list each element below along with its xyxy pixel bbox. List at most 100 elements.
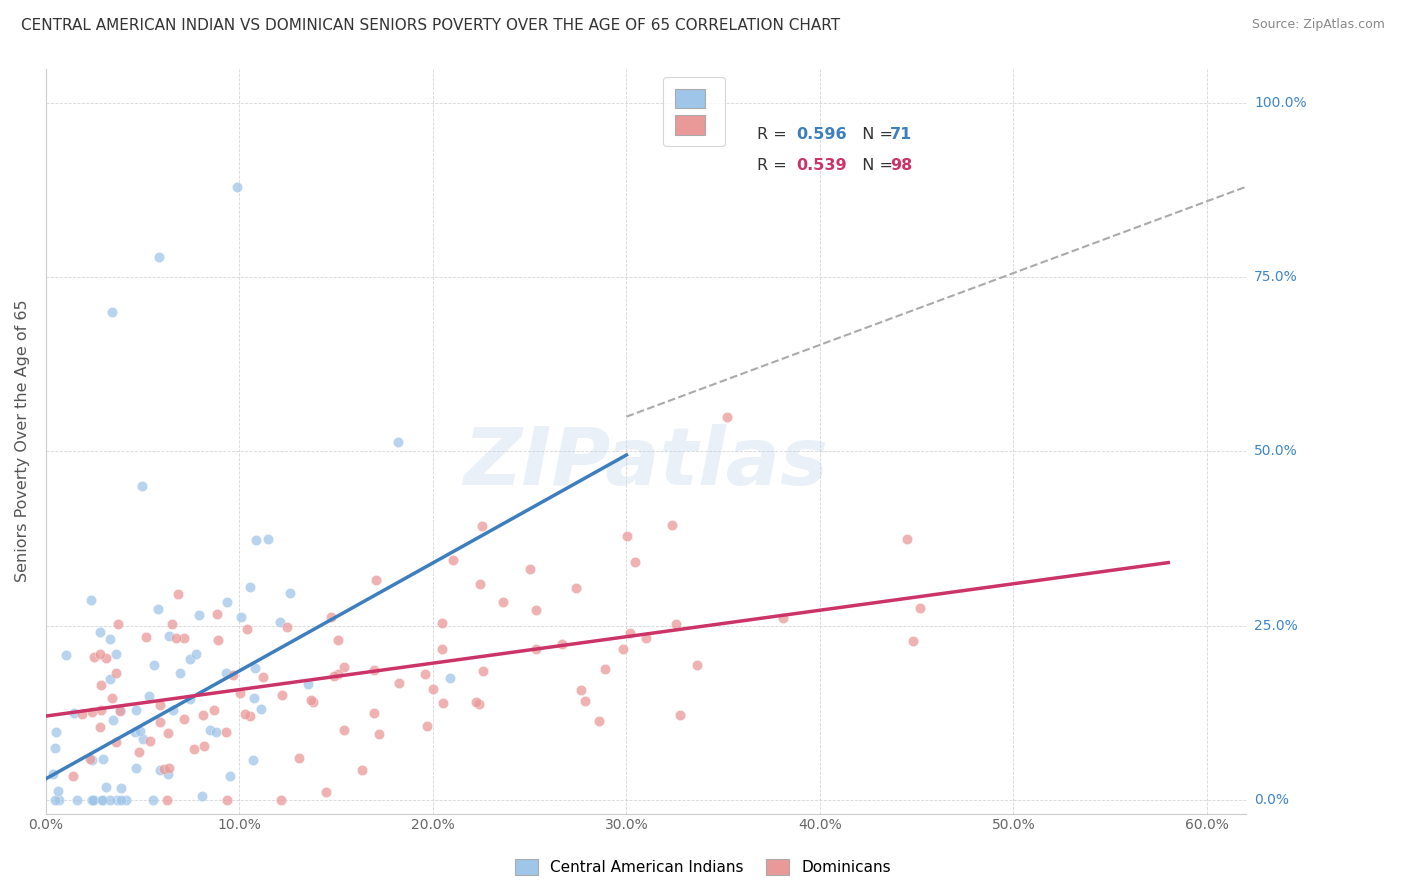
Point bbox=[519, 562, 541, 576]
Point bbox=[332, 723, 354, 737]
Point bbox=[280, 585, 302, 599]
Point bbox=[612, 641, 634, 656]
Point bbox=[98, 673, 121, 687]
Point bbox=[101, 691, 124, 706]
Point bbox=[80, 792, 103, 806]
Point bbox=[413, 667, 436, 681]
Point bbox=[70, 707, 93, 722]
Point bbox=[245, 533, 267, 547]
Point bbox=[574, 693, 596, 707]
Point bbox=[83, 649, 105, 664]
Text: Source: ZipAtlas.com: Source: ZipAtlas.com bbox=[1251, 18, 1385, 31]
Point bbox=[96, 780, 118, 794]
Point bbox=[105, 792, 128, 806]
Point bbox=[48, 792, 70, 806]
Point bbox=[471, 519, 494, 533]
Point bbox=[149, 763, 172, 777]
Point bbox=[422, 681, 444, 696]
Point bbox=[716, 409, 738, 424]
Point bbox=[82, 792, 104, 806]
Point bbox=[173, 631, 195, 645]
Point bbox=[772, 611, 794, 625]
Text: ZIPatlas: ZIPatlas bbox=[464, 425, 828, 502]
Point bbox=[439, 671, 461, 685]
Point bbox=[569, 682, 592, 697]
Point bbox=[432, 696, 454, 710]
Point bbox=[665, 617, 688, 632]
Point bbox=[135, 630, 157, 644]
Point bbox=[198, 723, 221, 738]
Point bbox=[44, 792, 66, 806]
Point bbox=[107, 616, 129, 631]
Point bbox=[634, 631, 657, 645]
Point bbox=[190, 789, 212, 804]
Point bbox=[328, 667, 350, 681]
Point bbox=[287, 751, 309, 765]
Point bbox=[242, 753, 264, 767]
Point bbox=[270, 688, 292, 702]
Point bbox=[108, 704, 131, 718]
Text: 98: 98 bbox=[890, 159, 912, 173]
Point bbox=[91, 792, 114, 806]
Text: 100.0%: 100.0% bbox=[1254, 96, 1306, 111]
Point bbox=[110, 703, 132, 717]
Point bbox=[128, 745, 150, 759]
Point bbox=[239, 709, 262, 723]
Text: 0.596: 0.596 bbox=[796, 127, 846, 142]
Point bbox=[233, 706, 256, 721]
Text: 0.539: 0.539 bbox=[796, 159, 846, 173]
Point bbox=[187, 608, 209, 623]
Point bbox=[252, 670, 274, 684]
Point bbox=[685, 658, 707, 673]
Point bbox=[215, 665, 238, 680]
Point bbox=[82, 706, 104, 720]
Point bbox=[100, 305, 122, 319]
Point bbox=[90, 703, 112, 717]
Point bbox=[205, 607, 228, 622]
Point bbox=[256, 532, 278, 546]
Point bbox=[89, 647, 111, 661]
Point bbox=[184, 647, 207, 661]
Point bbox=[165, 631, 187, 645]
Point bbox=[191, 708, 214, 723]
Point bbox=[146, 602, 169, 616]
Point bbox=[110, 792, 132, 806]
Point bbox=[143, 658, 166, 673]
Text: 71: 71 bbox=[890, 127, 912, 142]
Point bbox=[125, 761, 148, 775]
Text: 25.0%: 25.0% bbox=[1254, 618, 1298, 632]
Point bbox=[332, 660, 354, 674]
Text: N =: N = bbox=[852, 159, 898, 173]
Point bbox=[302, 695, 325, 709]
Point bbox=[368, 727, 391, 741]
Legend: , : , bbox=[664, 77, 724, 146]
Point bbox=[524, 641, 547, 656]
Point bbox=[299, 693, 322, 707]
Point bbox=[204, 724, 226, 739]
Point bbox=[388, 676, 411, 690]
Point bbox=[668, 708, 690, 723]
Point bbox=[218, 769, 240, 783]
Point bbox=[624, 554, 647, 568]
Point bbox=[619, 625, 641, 640]
Point bbox=[83, 792, 105, 806]
Point bbox=[160, 617, 183, 632]
Text: R =: R = bbox=[756, 159, 792, 173]
Point bbox=[55, 648, 77, 662]
Point bbox=[149, 714, 172, 729]
Point bbox=[215, 595, 238, 609]
Point bbox=[80, 792, 103, 806]
Point bbox=[110, 781, 132, 796]
Point bbox=[551, 636, 574, 650]
Point bbox=[44, 740, 66, 755]
Point bbox=[270, 792, 292, 806]
Point bbox=[148, 250, 170, 264]
Point bbox=[105, 647, 128, 661]
Point bbox=[366, 573, 388, 587]
Point bbox=[432, 616, 454, 631]
Point bbox=[138, 689, 160, 703]
Point bbox=[593, 662, 616, 676]
Point bbox=[492, 594, 515, 608]
Point bbox=[98, 632, 121, 647]
Point bbox=[80, 592, 103, 607]
